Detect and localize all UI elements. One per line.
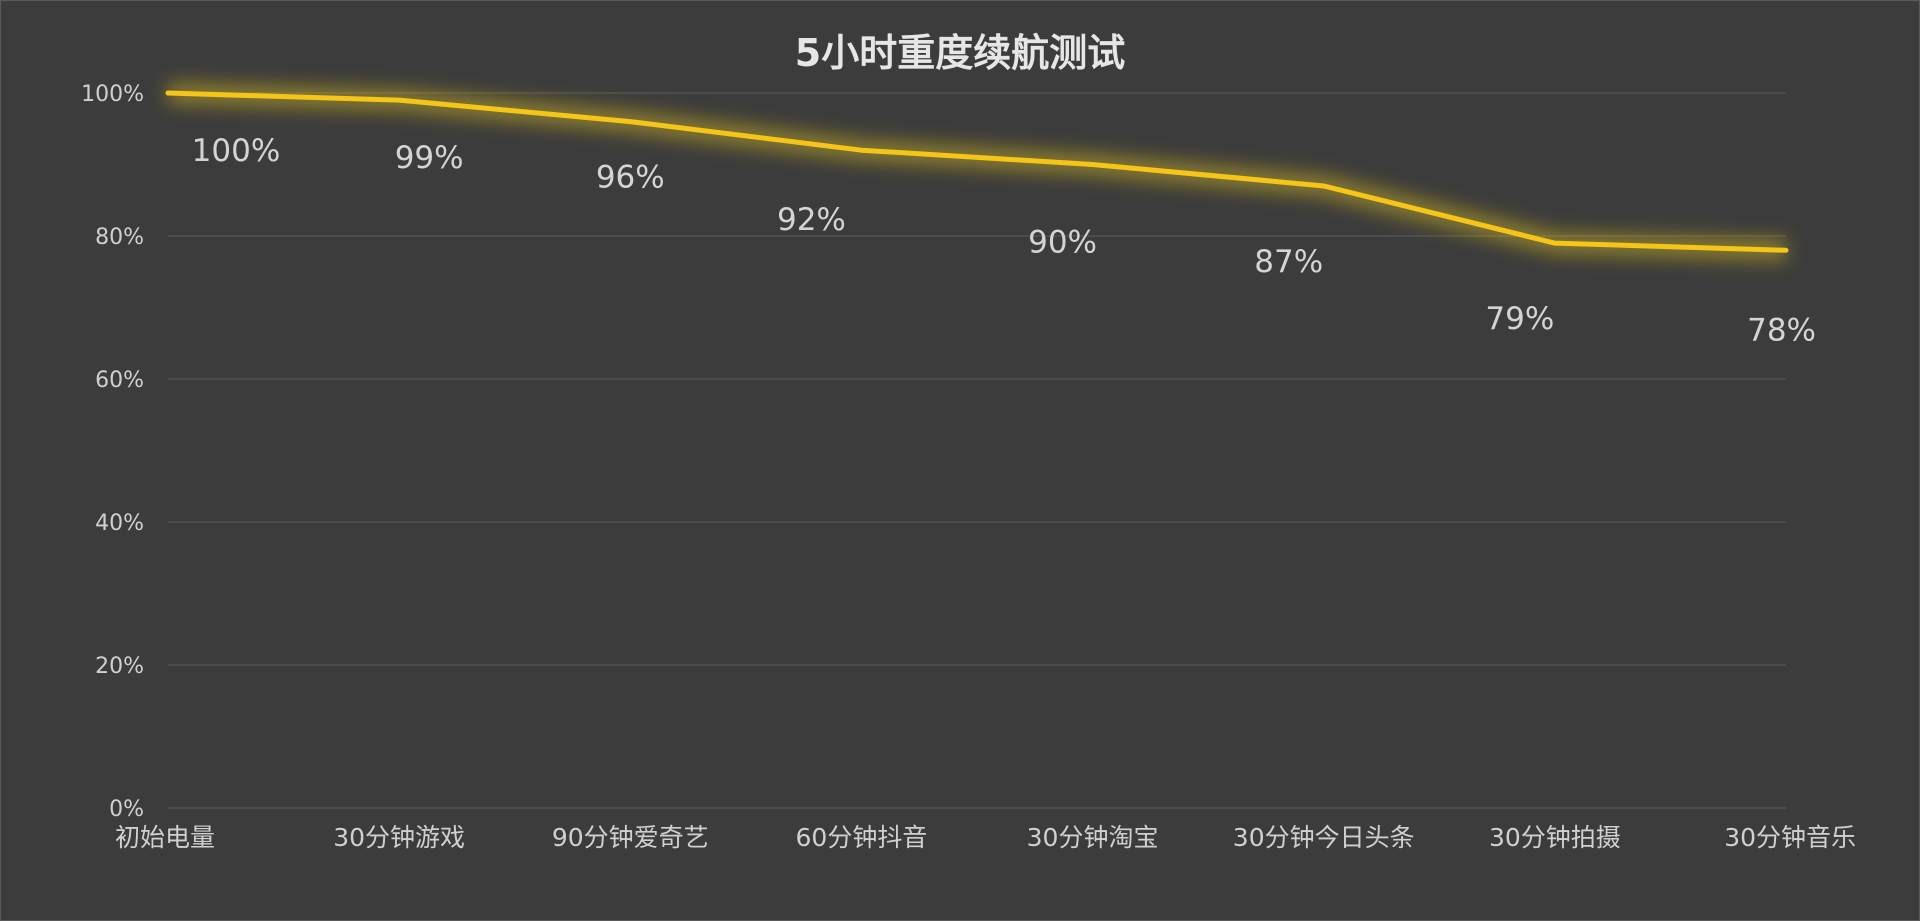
y-tick-label: 20% (95, 654, 144, 679)
data-label: 96% (596, 160, 665, 196)
data-label: 100% (192, 133, 281, 169)
y-axis-ticks: 0% 20% 40% 60% 80% 100% (81, 82, 144, 822)
y-tick-label: 100% (81, 82, 144, 107)
y-tick-label: 0% (109, 797, 144, 822)
x-tick-label: 60分钟抖音 (796, 823, 928, 852)
data-label: 79% (1485, 301, 1554, 337)
data-labels: 100% 99% 96% 92% 90% 87% 79% 78% (192, 133, 1816, 348)
x-tick-label: 30分钟拍摄 (1489, 823, 1621, 852)
data-label: 99% (395, 140, 464, 176)
y-tick-label: 80% (95, 225, 144, 250)
series-line (165, 90, 1789, 253)
data-label: 87% (1254, 244, 1323, 280)
data-label: 90% (1028, 225, 1097, 261)
x-tick-label: 30分钟游戏 (333, 823, 465, 852)
y-tick-label: 60% (95, 368, 144, 393)
x-tick-label: 30分钟音乐 (1724, 823, 1856, 852)
x-tick-label: 30分钟今日头条 (1233, 823, 1415, 852)
x-tick-label: 90分钟爱奇艺 (552, 823, 709, 852)
x-tick-label: 30分钟淘宝 (1027, 823, 1159, 852)
x-axis-ticks: 初始电量 30分钟游戏 90分钟爱奇艺 60分钟抖音 30分钟淘宝 30分钟今日头条 30分… (115, 823, 1856, 852)
series-line-group (165, 82, 1789, 262)
y-tick-label: 40% (95, 511, 144, 536)
chart-title: 5小时重度续航测试 (795, 31, 1125, 75)
x-tick-label: 初始电量 (115, 823, 215, 852)
data-label: 92% (777, 202, 846, 238)
data-label: 78% (1747, 312, 1816, 348)
